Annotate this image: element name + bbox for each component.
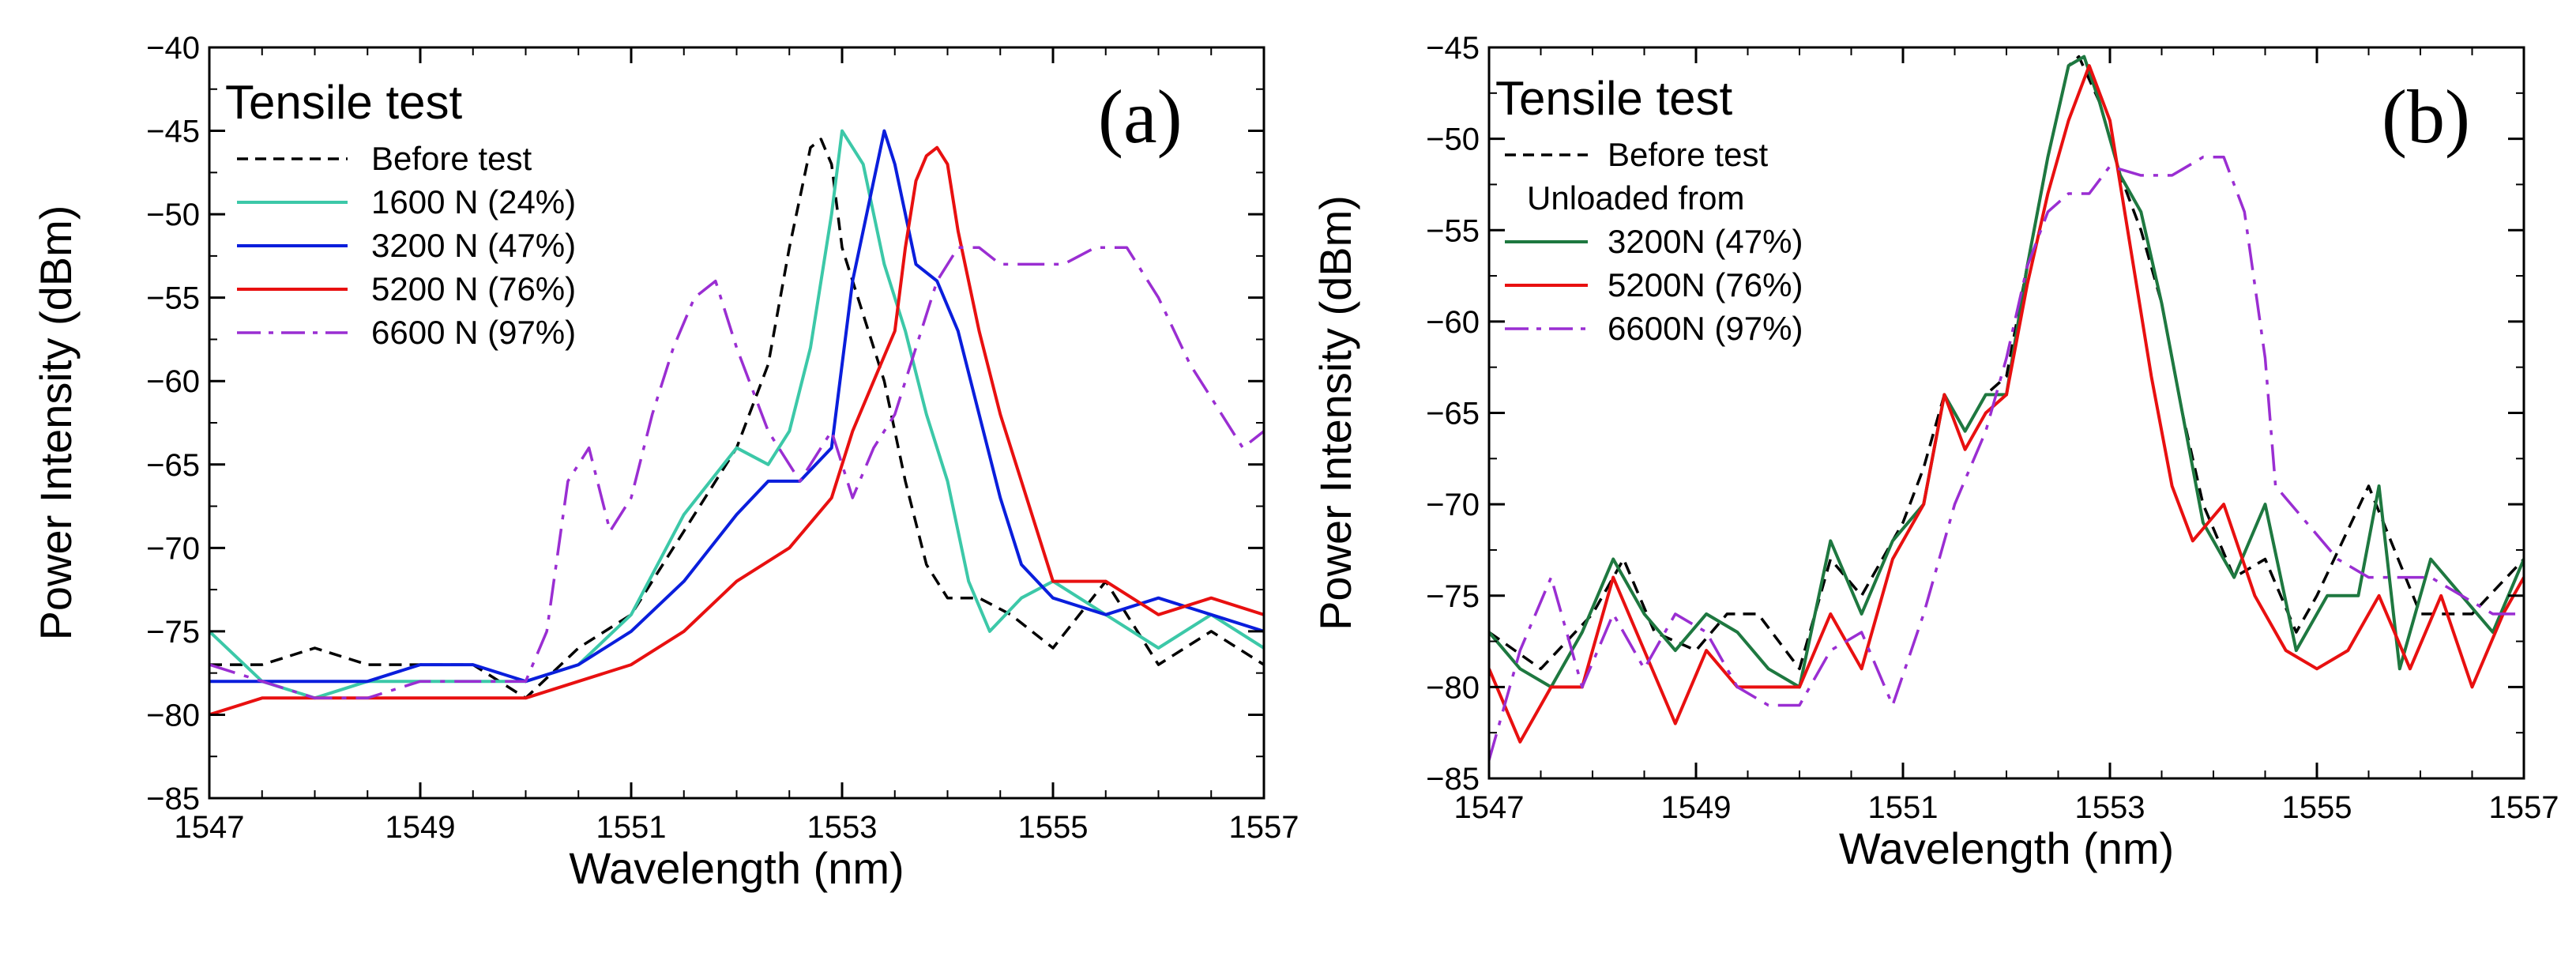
legend-title: Tensile test <box>225 76 462 129</box>
x-tick-label: 1549 <box>385 810 456 845</box>
y-tick-label: −55 <box>1426 213 1480 248</box>
x-tick-label: 1553 <box>807 810 878 845</box>
series-line-0 <box>209 138 1264 700</box>
series-line-4 <box>209 246 1264 700</box>
legend-title: Tensile test <box>1495 72 1732 125</box>
y-tick-label: −75 <box>146 615 200 650</box>
y-tick-label: −45 <box>146 115 200 149</box>
y-tick-label: −70 <box>146 531 200 566</box>
chart-b: 1547 1549 1551 1553 1555 1557 −85 −80 −75 −70 −65 −… <box>1311 31 2559 873</box>
series-line-3 <box>209 145 1264 717</box>
y-tick-label: −45 <box>1426 31 1480 66</box>
legend-label-4: 6600 N (97%) <box>371 314 576 351</box>
legend-label-3: 5200N (76%) <box>1608 266 1803 303</box>
y-tick-label: −80 <box>1426 670 1480 705</box>
series-group <box>1489 55 2524 761</box>
y-tick-label: −80 <box>146 698 200 733</box>
legend-label-2: 3200 N (47%) <box>371 227 576 264</box>
x-axis-title: Wavelength (nm) <box>1839 823 2174 873</box>
x-tick-label: 1547 <box>175 810 245 845</box>
y-axis-title: Power Intensity (dBm) <box>1311 195 1360 631</box>
legend-label-0: Before test <box>371 140 532 177</box>
y-tick-label: −85 <box>146 782 200 816</box>
y-axis-title: Power Intensity (dBm) <box>31 205 81 641</box>
x-tick-label: 1551 <box>596 810 667 845</box>
y-tick-label: −70 <box>1426 488 1480 522</box>
legend-label-4: 6600N (97%) <box>1608 310 1803 347</box>
y-tick-label: −40 <box>146 31 200 66</box>
legend-text-1: Unloaded from <box>1527 179 1744 217</box>
y-tick-label: −65 <box>146 448 200 483</box>
series-line-1 <box>1489 55 2524 689</box>
x-tick-label: 1557 <box>2489 790 2559 825</box>
chart-a: 1547 1549 1551 1553 1555 1557 −85 −80 −75 −70 −65 −… <box>31 31 1299 893</box>
x-axis-title: Wavelength (nm) <box>569 843 904 893</box>
y-tick-label: −85 <box>1426 762 1480 797</box>
panel-label: (a) <box>1098 74 1183 159</box>
y-tick-label: −50 <box>146 198 200 232</box>
x-tick-label: 1557 <box>1229 810 1299 845</box>
x-tick-label: 1553 <box>2075 790 2145 825</box>
y-tick-label: −50 <box>1426 122 1480 157</box>
x-tick-label: 1549 <box>1661 790 1732 825</box>
x-tick-label: 1551 <box>1868 790 1939 825</box>
legend-label-3: 5200 N (76%) <box>371 270 576 307</box>
series-line-2 <box>209 129 1264 684</box>
legend-label-2: 3200N (47%) <box>1608 223 1803 260</box>
series-line-3 <box>1489 156 2524 761</box>
y-tick-label: −55 <box>146 281 200 316</box>
x-tick-label: 1555 <box>2282 790 2352 825</box>
legend-label-1: 1600 N (24%) <box>371 183 576 220</box>
series-line-2 <box>1489 64 2524 744</box>
y-tick-label: −75 <box>1426 579 1480 614</box>
x-tick-label: 1547 <box>1454 790 1525 825</box>
y-tick-label: −65 <box>1426 397 1480 431</box>
y-tick-label: −60 <box>1426 305 1480 340</box>
y-tick-label: −60 <box>146 364 200 399</box>
series-group <box>209 129 1264 717</box>
x-tick-label: 1555 <box>1018 810 1089 845</box>
legend-label-0: Before test <box>1608 136 1768 173</box>
panel-label: (b) <box>2382 74 2470 159</box>
